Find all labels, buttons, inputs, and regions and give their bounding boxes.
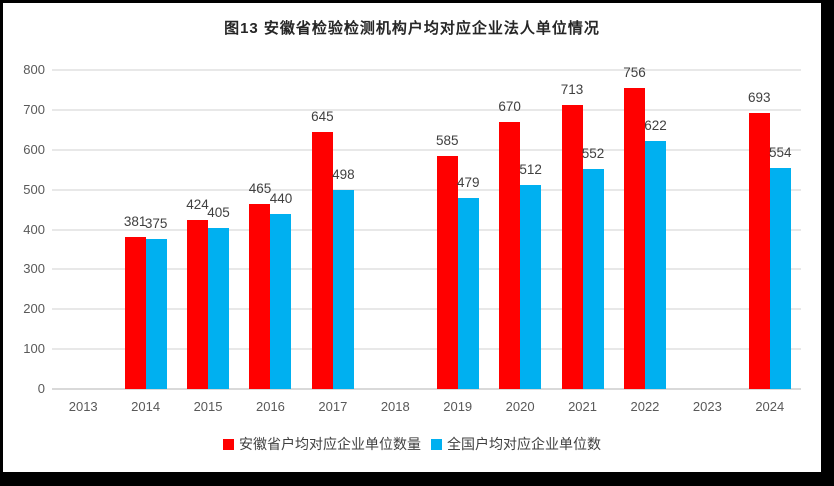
legend: 安徽省户均对应企业单位数量 全国户均对应企业单位数 [3, 434, 821, 454]
bar-anhui [561, 104, 583, 389]
bar-anhui [311, 131, 333, 389]
gridline [52, 228, 801, 231]
x-axis-label: 2020 [505, 399, 535, 414]
x-axis-label: 2017 [318, 399, 348, 414]
gridline [52, 148, 801, 151]
gridline [52, 308, 801, 311]
legend-item-anhui: 安徽省户均对应企业单位数量 [223, 434, 421, 454]
y-tick-label: 0 [37, 381, 45, 396]
y-tick-label: 400 [23, 221, 45, 237]
bar-label-anhui: 645 [311, 108, 334, 124]
y-tick-label: 700 [23, 101, 45, 117]
gridline [52, 188, 801, 191]
legend-swatch-national-icon [431, 438, 442, 450]
bar-national [644, 140, 666, 389]
y-tick-label: 100 [23, 341, 45, 357]
chart-title: 图13 安徽省检验检测机构户均对应企业法人单位情况 [224, 20, 600, 37]
bar-label-anhui: 693 [748, 89, 771, 105]
x-axis-label: 2023 [692, 399, 722, 414]
gridline [52, 268, 801, 271]
bar-label-national: 512 [519, 161, 542, 177]
gridline [52, 348, 801, 351]
y-tick-label: 300 [23, 261, 45, 277]
legend-item-national: 全国户均对应企业单位数 [431, 434, 601, 454]
bar-label-national: 498 [332, 167, 355, 183]
bar-national [332, 190, 354, 389]
bar-label-anhui: 713 [560, 81, 584, 97]
bar-anhui [748, 112, 770, 389]
bar-label-national: 375 [144, 216, 168, 232]
legend-label-anhui: 安徽省户均对应企业单位数量 [239, 436, 421, 452]
bar-national [582, 168, 604, 389]
x-axis-label: 2013 [68, 399, 98, 414]
x-axis-label: 2024 [755, 399, 785, 414]
x-axis-label: 2019 [443, 399, 473, 414]
bar-label-national: 440 [269, 190, 293, 206]
bar-anhui [124, 237, 146, 389]
bar-label-national: 554 [769, 145, 792, 161]
bar-anhui [499, 121, 521, 389]
bar-national [457, 197, 479, 389]
bar-label-national: 622 [644, 117, 667, 133]
x-axis-label: 2015 [193, 399, 223, 414]
bar-anhui [436, 155, 458, 389]
bar-label-anhui: 424 [186, 196, 209, 212]
bar-anhui [249, 203, 271, 389]
bar-label-national: 405 [207, 204, 230, 220]
bar-label-anhui: 465 [248, 180, 272, 196]
x-axis-label: 2014 [131, 399, 161, 414]
y-tick-label: 500 [23, 181, 45, 197]
bar-national [520, 184, 542, 389]
y-tick-label: 600 [23, 141, 45, 157]
gridline [52, 69, 801, 71]
bar-label-anhui: 670 [498, 98, 521, 114]
bar-label-anhui: 756 [623, 64, 646, 80]
x-axis-label: 2018 [380, 399, 410, 414]
bar-label-national: 479 [456, 174, 480, 190]
bar-anhui [187, 219, 209, 389]
x-axis-label: 2022 [630, 399, 660, 414]
bar-national [769, 168, 791, 389]
bar-national [270, 213, 292, 389]
bar-label-anhui: 585 [435, 132, 459, 148]
bar-national [145, 239, 167, 389]
gridline [52, 108, 801, 111]
bar-anhui [623, 87, 645, 389]
x-axis-label: 2016 [255, 399, 285, 414]
y-tick-label: 800 [23, 62, 45, 77]
plot-area: 0 100 200 300 400 500 600 700 800 2013 2014 381 375 2… [3, 3, 821, 472]
bar-national [208, 227, 230, 389]
bar-label-national: 552 [581, 145, 605, 161]
x-axis-line [52, 388, 801, 390]
legend-swatch-anhui-icon [223, 438, 234, 450]
bar-label-anhui: 381 [123, 214, 147, 230]
y-tick-label: 200 [23, 301, 45, 317]
x-axis-label: 2021 [568, 399, 597, 414]
legend-label-national: 全国户均对应企业单位数 [447, 436, 601, 452]
